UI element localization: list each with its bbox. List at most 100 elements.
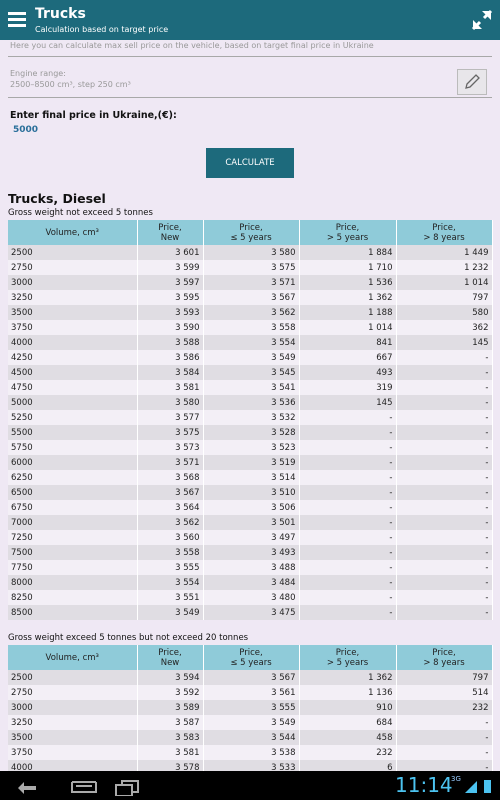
cell: 1 449 (396, 245, 493, 260)
cell: - (396, 395, 493, 410)
header-row: Volume, cm³ Price, New Price, ≤ 5 years Pri… (8, 645, 493, 670)
cell: - (396, 440, 493, 455)
cell: 3 528 (203, 425, 300, 440)
cell: 7500 (8, 545, 138, 560)
cell: - (396, 470, 493, 485)
cell: 514 (396, 685, 493, 700)
cell: - (299, 545, 397, 560)
cell: 3 571 (137, 455, 204, 470)
cell: 1 188 (299, 305, 397, 320)
cell: 3 538 (203, 745, 300, 760)
cell: - (396, 530, 493, 545)
table-row: 6250 3 568 3 514- - (8, 470, 493, 485)
table-row: 4750 3 581 3 541 319- (8, 380, 493, 395)
cell: 3 601 (137, 245, 204, 260)
data-table: Volume, cm³ Price, New Price, ≤ 5 years Pri… (8, 645, 493, 771)
section-title: Trucks, Diesel (8, 191, 106, 206)
cell: 3 571 (203, 275, 300, 290)
cell: 1 014 (396, 275, 493, 290)
cell: - (396, 745, 493, 760)
cell: 3 590 (137, 320, 204, 335)
cell: 3 545 (203, 365, 300, 380)
table-row: 3750 3 590 3 558 1 014 362 (8, 320, 493, 335)
cell: 3500 (8, 305, 138, 320)
cell: 3750 (8, 320, 138, 335)
table-row: 8000 3 554 3 484- - (8, 575, 493, 590)
cell: 458 (299, 730, 397, 745)
cell: 7250 (8, 530, 138, 545)
cell: 1 710 (299, 260, 397, 275)
cell: 3 594 (137, 670, 204, 685)
cell: 3 588 (137, 335, 204, 350)
expand-icon[interactable] (470, 8, 494, 32)
clock: 11:14 (395, 773, 453, 797)
cell: 3 560 (137, 530, 204, 545)
cell: - (299, 515, 397, 530)
cell: 319 (299, 380, 397, 395)
table-row: 7500 3 558 3 493- - (8, 545, 493, 560)
cell: - (396, 515, 493, 530)
action-bar: Trucks Calculation based on target price (0, 0, 500, 40)
cell: 3 549 (203, 715, 300, 730)
cell: - (299, 590, 397, 605)
cell: 3 567 (203, 290, 300, 305)
network: 3G (451, 775, 461, 783)
cell: 3 580 (203, 245, 300, 260)
table-row: 6000 3 571 3 519- - (8, 455, 493, 470)
table-row: 2500 3 594 3 567 1 362 797 (8, 670, 493, 685)
cell: 910 (299, 700, 397, 715)
edit-button[interactable] (457, 69, 487, 95)
cell: 493 (299, 365, 397, 380)
data-table: Volume, cm³ Price, New Price, ≤ 5 years Pri… (8, 220, 493, 620)
cell: 3 583 (137, 730, 204, 745)
cell: 841 (299, 335, 397, 350)
nav-buttons[interactable] (10, 776, 170, 796)
table-row: 3750 3 581 3 538 232- (8, 745, 493, 760)
table-row: 3000 3 589 3 555 910 232 (8, 700, 493, 715)
cell: 3500 (8, 730, 138, 745)
calculate-button[interactable]: CALCULATE (206, 148, 294, 178)
table-row: 2750 3 592 3 561 1 136 514 (8, 685, 493, 700)
cell: - (396, 730, 493, 745)
cell: 3 480 (203, 590, 300, 605)
cell: 3 554 (203, 335, 300, 350)
cell: 3 581 (137, 745, 204, 760)
header-row: Volume, cm³ Price, New Price, ≤ 5 years Pri… (8, 220, 493, 245)
cell: 6750 (8, 500, 138, 515)
cell: 3 581 (137, 380, 204, 395)
table-head: Volume, cm³ Price, New Price, ≤ 5 years Pri… (8, 645, 493, 670)
cell: 3 575 (137, 425, 204, 440)
cell: - (396, 760, 493, 771)
cell: 3 580 (137, 395, 204, 410)
cell: 4750 (8, 380, 138, 395)
cell: 3 488 (203, 560, 300, 575)
cell: 3 475 (203, 605, 300, 620)
cell: 3 533 (203, 760, 300, 771)
cell: 232 (299, 745, 397, 760)
system-bar: 3G 11:14 (0, 771, 500, 800)
cell: - (299, 605, 397, 620)
cell: - (396, 545, 493, 560)
table-row: 2750 3 599 3 575 1 710 1 232 (8, 260, 493, 275)
cell: 3 497 (203, 530, 300, 545)
cell: 8500 (8, 605, 138, 620)
price-input[interactable]: 5000 (13, 125, 39, 135)
table-row: 3500 3 583 3 544 458- (8, 730, 493, 745)
table-body: 2500 3 601 3 580 1 884 1 449 2750 3 599 3 575 1 … (8, 245, 493, 620)
cell: 3 593 (137, 305, 204, 320)
cell: 3 587 (137, 715, 204, 730)
table-caption: Gross weight not exceed 5 tonnes (8, 208, 153, 218)
cell: 3 536 (203, 395, 300, 410)
menu-icon[interactable] (8, 12, 28, 28)
column-header: Volume, cm³ (8, 220, 138, 245)
engine-value: 2500–8500 cm³, step 250 cm³ (10, 80, 131, 89)
cell: 4000 (8, 335, 138, 350)
column-header: Price, > 8 years (396, 645, 493, 670)
cell: 3000 (8, 700, 138, 715)
cell: 232 (396, 700, 493, 715)
column-header: Volume, cm³ (8, 645, 138, 670)
table-row: 4000 3 588 3 554 841 145 (8, 335, 493, 350)
cell: 7750 (8, 560, 138, 575)
cell: 580 (396, 305, 493, 320)
